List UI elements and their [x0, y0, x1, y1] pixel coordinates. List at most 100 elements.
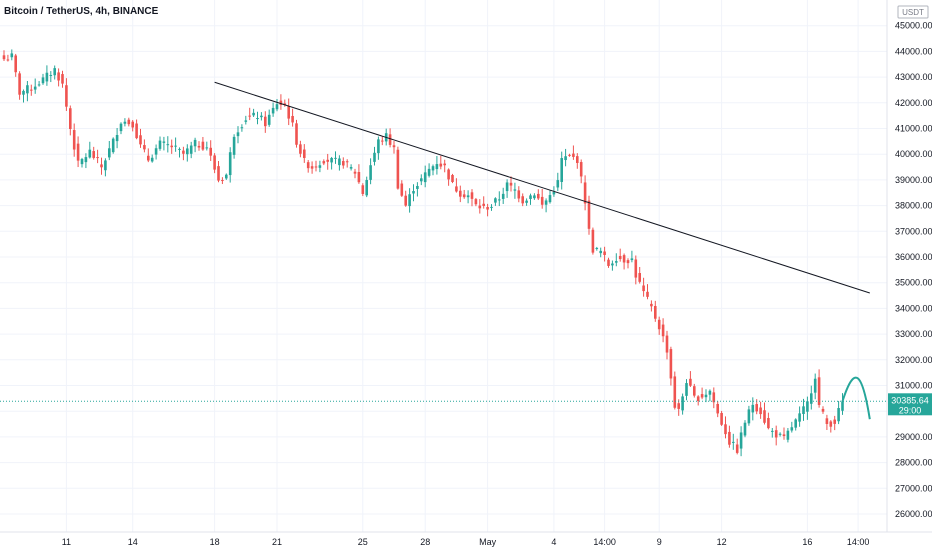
- candle: [439, 155, 443, 170]
- last-price-value: 30385.64: [891, 395, 929, 405]
- price-tick-label: 42000.00: [895, 98, 932, 108]
- candle: [248, 107, 251, 121]
- candle: [482, 196, 485, 209]
- candle: [591, 227, 595, 255]
- candle: [802, 398, 805, 421]
- candle: [638, 267, 641, 284]
- candle: [708, 389, 712, 402]
- candle: [790, 421, 794, 433]
- candle: [49, 71, 53, 83]
- candle: [287, 98, 290, 126]
- candle: [143, 139, 146, 153]
- candle: [540, 189, 544, 209]
- candle: [33, 78, 37, 94]
- candle: [455, 178, 458, 193]
- candle: [829, 420, 833, 433]
- candle: [751, 397, 755, 421]
- candle: [665, 330, 669, 360]
- candle: [626, 258, 630, 269]
- candle: [704, 389, 708, 403]
- candle: [615, 253, 618, 267]
- candle: [135, 119, 138, 140]
- candle: [576, 153, 579, 169]
- time-tick-label: 18: [210, 537, 220, 547]
- currency-unit-label: USDT: [902, 8, 924, 17]
- candle: [724, 416, 727, 439]
- candle: [221, 177, 224, 185]
- currency-unit-badge[interactable]: USDT: [897, 5, 929, 19]
- candle: [825, 414, 829, 431]
- candle: [747, 405, 751, 426]
- candle: [334, 151, 337, 164]
- candle: [634, 255, 638, 285]
- projection-curve[interactable]: [841, 376, 871, 420]
- candle: [505, 179, 509, 198]
- candle: [217, 161, 220, 183]
- time-tick-label: 4: [551, 537, 556, 547]
- candle: [381, 136, 384, 146]
- candle: [794, 418, 797, 431]
- candle: [388, 128, 392, 148]
- price-tick-label: 28000.00: [895, 458, 932, 468]
- candle: [459, 185, 462, 203]
- candle: [158, 136, 162, 151]
- candle: [564, 148, 567, 167]
- candle: [189, 141, 193, 159]
- candle: [798, 406, 801, 427]
- candle: [607, 257, 610, 268]
- candle: [696, 395, 700, 406]
- candle: [712, 387, 716, 409]
- candle: [470, 189, 474, 207]
- candle: [435, 155, 439, 175]
- candle: [759, 401, 762, 419]
- candle: [782, 427, 786, 440]
- candle: [654, 300, 657, 322]
- price-axis[interactable]: 26000.0027000.0028000.0029000.0030000.00…: [895, 21, 932, 519]
- overlays-layer: [0, 81, 887, 420]
- candle: [466, 190, 470, 204]
- trendline[interactable]: [214, 81, 870, 294]
- candle: [170, 139, 173, 154]
- candle: [310, 161, 314, 174]
- candle: [303, 144, 306, 163]
- candle: [661, 318, 665, 343]
- price-tick-label: 41000.00: [895, 124, 932, 134]
- candle: [556, 172, 560, 192]
- candle: [595, 246, 599, 251]
- candle: [462, 189, 466, 199]
- candle: [357, 164, 361, 184]
- candles-layer: [2, 49, 844, 457]
- candle: [583, 175, 587, 211]
- candle: [732, 433, 735, 450]
- candle: [447, 168, 450, 186]
- candle: [443, 159, 446, 173]
- candle: [186, 144, 189, 162]
- candle: [763, 402, 766, 425]
- candle: [26, 81, 29, 102]
- time-tick-label: 21: [272, 537, 282, 547]
- candle: [392, 140, 396, 154]
- candle: [271, 102, 275, 117]
- time-axis[interactable]: 11 14 18 21 25 28 May 4 14:00 9 12 16 14:00: [62, 537, 870, 547]
- chart-grid: [0, 0, 887, 532]
- candle: [330, 156, 333, 170]
- candle: [544, 198, 548, 213]
- candle: [100, 157, 103, 175]
- candle: [345, 159, 349, 168]
- candle: [80, 157, 84, 168]
- price-tick-label: 26000.00: [895, 509, 932, 519]
- candle: [365, 176, 368, 198]
- candle: [84, 153, 88, 169]
- candle: [821, 406, 825, 414]
- time-tick-label: 14: [128, 537, 138, 547]
- price-tick-label: 27000.00: [895, 483, 932, 493]
- candle: [30, 84, 33, 96]
- candle: [611, 260, 614, 271]
- candle: [837, 400, 840, 425]
- candle: [22, 89, 25, 103]
- candle: [420, 174, 423, 186]
- candle: [193, 137, 197, 153]
- candle: [61, 70, 64, 88]
